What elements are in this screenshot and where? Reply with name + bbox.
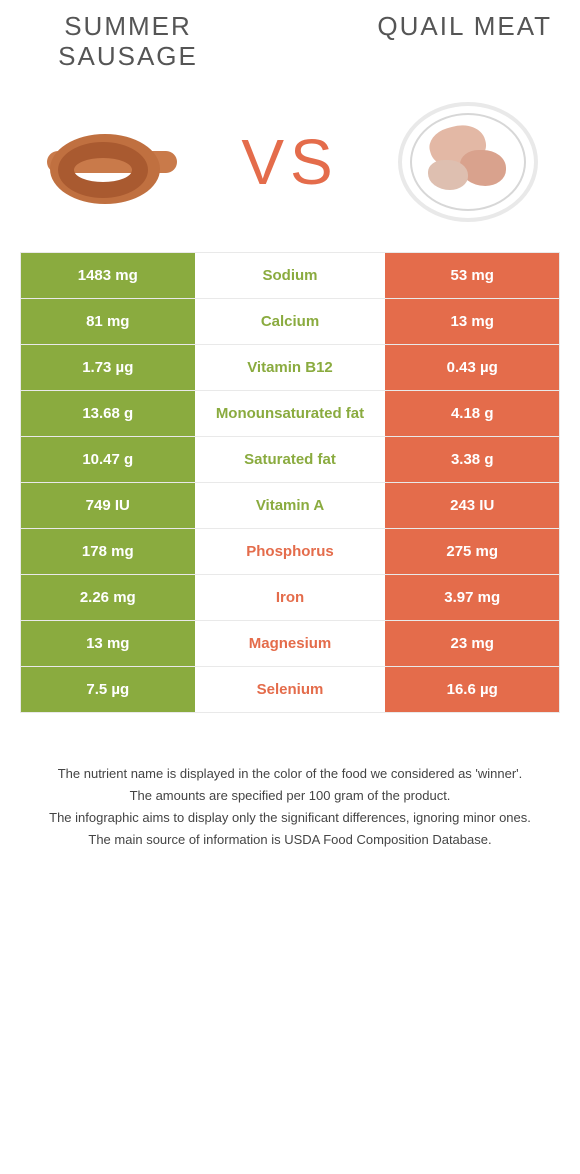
left-value: 13 mg bbox=[21, 621, 195, 666]
table-row: 2.26 mgIron3.97 mg bbox=[21, 574, 559, 620]
left-value: 10.47 g bbox=[21, 437, 195, 482]
quail-image bbox=[388, 102, 548, 222]
left-value: 81 mg bbox=[21, 299, 195, 344]
table-row: 10.47 gSaturated fat3.38 g bbox=[21, 436, 559, 482]
right-value: 3.97 mg bbox=[385, 575, 559, 620]
nutrient-label: Iron bbox=[195, 575, 386, 620]
table-row: 13 mgMagnesium23 mg bbox=[21, 620, 559, 666]
nutrient-label: Vitamin A bbox=[195, 483, 386, 528]
hero: VS bbox=[0, 78, 580, 252]
table-row: 7.5 µgSelenium16.6 µg bbox=[21, 666, 559, 712]
vs-label: VS bbox=[241, 125, 338, 199]
nutrient-table: 1483 mgSodium53 mg81 mgCalcium13 mg1.73 … bbox=[20, 252, 560, 713]
header: Summer sausage Quail meat bbox=[0, 0, 580, 78]
left-value: 178 mg bbox=[21, 529, 195, 574]
nutrient-label: Selenium bbox=[195, 667, 386, 712]
nutrient-label: Monounsaturated fat bbox=[195, 391, 386, 436]
footer-line: The infographic aims to display only the… bbox=[36, 807, 544, 829]
table-row: 178 mgPhosphorus275 mg bbox=[21, 528, 559, 574]
right-value: 16.6 µg bbox=[385, 667, 559, 712]
sausage-image bbox=[32, 102, 192, 222]
left-value: 749 IU bbox=[21, 483, 195, 528]
right-value: 3.38 g bbox=[385, 437, 559, 482]
footer-notes: The nutrient name is displayed in the co… bbox=[0, 763, 580, 875]
table-row: 749 IUVitamin A243 IU bbox=[21, 482, 559, 528]
right-value: 23 mg bbox=[385, 621, 559, 666]
left-value: 1483 mg bbox=[21, 253, 195, 298]
nutrient-label: Saturated fat bbox=[195, 437, 386, 482]
right-value: 275 mg bbox=[385, 529, 559, 574]
table-row: 13.68 gMonounsaturated fat4.18 g bbox=[21, 390, 559, 436]
right-value: 4.18 g bbox=[385, 391, 559, 436]
nutrient-label: Calcium bbox=[195, 299, 386, 344]
right-value: 53 mg bbox=[385, 253, 559, 298]
left-value: 1.73 µg bbox=[21, 345, 195, 390]
nutrient-label: Vitamin B12 bbox=[195, 345, 386, 390]
left-value: 2.26 mg bbox=[21, 575, 195, 620]
table-row: 1483 mgSodium53 mg bbox=[21, 252, 559, 298]
nutrient-label: Sodium bbox=[195, 253, 386, 298]
footer-line: The main source of information is USDA F… bbox=[36, 829, 544, 851]
footer-line: The nutrient name is displayed in the co… bbox=[36, 763, 544, 785]
table-row: 1.73 µgVitamin B120.43 µg bbox=[21, 344, 559, 390]
footer-line: The amounts are specified per 100 gram o… bbox=[36, 785, 544, 807]
left-value: 7.5 µg bbox=[21, 667, 195, 712]
nutrient-label: Phosphorus bbox=[195, 529, 386, 574]
right-value: 0.43 µg bbox=[385, 345, 559, 390]
title-left: Summer sausage bbox=[28, 12, 228, 72]
title-right: Quail meat bbox=[377, 12, 552, 72]
table-row: 81 mgCalcium13 mg bbox=[21, 298, 559, 344]
right-value: 243 IU bbox=[385, 483, 559, 528]
right-value: 13 mg bbox=[385, 299, 559, 344]
nutrient-label: Magnesium bbox=[195, 621, 386, 666]
left-value: 13.68 g bbox=[21, 391, 195, 436]
